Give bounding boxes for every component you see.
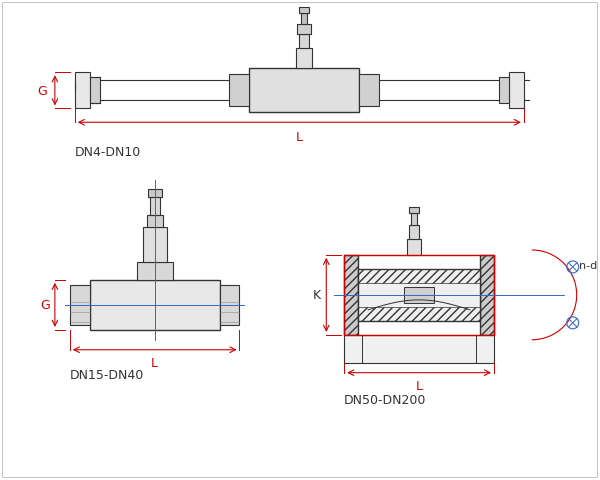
Bar (149, 198, 160, 216)
Bar (359, 75, 379, 107)
Bar (299, 36, 310, 49)
Text: DN4-DN10: DN4-DN10 (75, 146, 141, 159)
Bar (404, 288, 434, 303)
Bar (411, 214, 417, 226)
Text: G: G (37, 84, 47, 97)
Bar (143, 228, 167, 263)
Bar (148, 190, 161, 198)
Bar (358, 307, 480, 321)
Bar (409, 226, 419, 240)
Bar (250, 69, 359, 113)
Bar (407, 240, 421, 255)
Bar (75, 73, 90, 109)
Bar (344, 255, 494, 335)
Bar (90, 280, 220, 330)
Text: L: L (151, 356, 158, 369)
Bar (298, 25, 311, 36)
Text: L: L (296, 131, 303, 144)
Text: K: K (313, 289, 321, 302)
Text: L: L (416, 379, 422, 392)
Bar (358, 269, 480, 283)
Bar (499, 78, 509, 104)
Bar (220, 285, 239, 325)
Text: DN50-DN200: DN50-DN200 (344, 393, 427, 406)
Bar (137, 263, 173, 280)
Bar (409, 208, 419, 214)
Bar (480, 255, 494, 335)
Bar (296, 49, 312, 69)
Bar (70, 285, 90, 325)
Bar (90, 78, 100, 104)
Text: DN15-DN40: DN15-DN40 (70, 368, 144, 381)
Text: n-d: n-d (578, 261, 597, 270)
Bar (344, 255, 358, 335)
Bar (299, 8, 310, 13)
Bar (301, 13, 307, 25)
Bar (229, 75, 250, 107)
Text: G: G (40, 299, 50, 312)
Bar (344, 335, 494, 363)
Bar (146, 216, 163, 228)
Bar (358, 269, 480, 321)
Bar (509, 73, 524, 109)
